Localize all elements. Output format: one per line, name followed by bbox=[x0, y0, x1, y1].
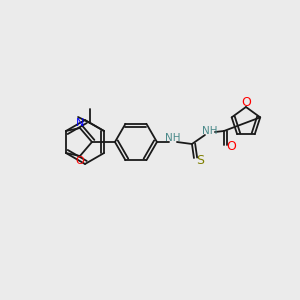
Text: S: S bbox=[196, 154, 204, 166]
Text: O: O bbox=[226, 140, 236, 152]
Text: NH: NH bbox=[202, 126, 218, 136]
Text: O: O bbox=[76, 156, 84, 166]
Text: NH: NH bbox=[165, 133, 181, 143]
Text: N: N bbox=[76, 118, 84, 128]
Text: O: O bbox=[241, 95, 251, 109]
